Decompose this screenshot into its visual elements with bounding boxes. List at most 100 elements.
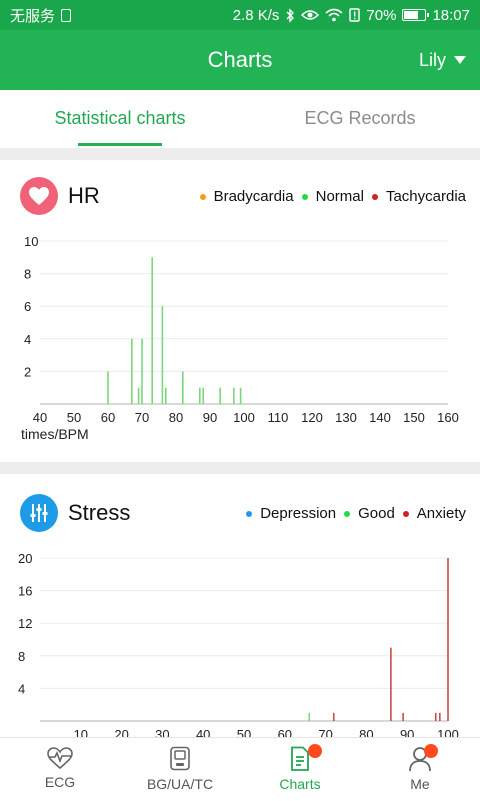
- nav-label: BG/UA/TC: [146, 776, 214, 792]
- stress-card: Stress Depression Good Anxiety 4 8 12 16 20 1…: [0, 474, 480, 737]
- nav-bg-ua-tc[interactable]: BG/UA/TC: [120, 738, 240, 801]
- x-tick-label: 80: [359, 727, 373, 737]
- legend-label: Anxiety: [416, 505, 466, 522]
- stress-chart: 4 8 12 16 20 10 20 30 40 50 60 70 80 90 100: [18, 551, 459, 737]
- meter-device-icon: [170, 746, 190, 771]
- wifi-icon: [325, 8, 343, 22]
- legend-dot: [301, 193, 308, 200]
- x-tick-label: 20: [114, 727, 128, 737]
- legend-dot: [344, 510, 351, 517]
- nav-label: Charts: [279, 776, 321, 792]
- caret-down-icon: [454, 56, 466, 64]
- x-tick-label: 40: [196, 727, 210, 737]
- legend-label: Good: [358, 505, 395, 522]
- x-tick-label: 130: [335, 410, 357, 425]
- legend-item-anxiety: Anxiety: [402, 505, 466, 522]
- x-tick-label: 70: [135, 410, 149, 425]
- y-tick-label: 16: [18, 584, 32, 599]
- x-tick-label: 160: [437, 410, 459, 425]
- x-tick-label: 110: [268, 410, 289, 425]
- alert-sim-icon: [349, 8, 361, 22]
- x-tick-label: 50: [237, 727, 251, 737]
- y-tick-label: 10: [24, 234, 38, 249]
- hr-chart: 2 4 6 8 10 40 50 60 70 80 90 100 110 120 130 140 150 160 t…: [21, 234, 459, 442]
- x-tick-label: 100: [437, 727, 459, 737]
- legend-dot: [246, 510, 253, 517]
- stress-card-title: Stress: [68, 500, 131, 525]
- x-tick-label: 60: [278, 727, 292, 737]
- legend-item-bradycardia: Bradycardia: [199, 188, 294, 205]
- x-tick-label: 90: [400, 727, 414, 737]
- section-divider: [0, 148, 480, 160]
- y-tick-label: 20: [18, 551, 32, 566]
- x-tick-label: 50: [67, 410, 81, 425]
- nav-me[interactable]: Me: [360, 738, 480, 801]
- carrier-text: 无服务: [10, 7, 56, 25]
- x-tick-label: 140: [369, 410, 391, 425]
- legend-label: Bradycardia: [213, 188, 294, 205]
- legend-item-depression: Depression: [246, 505, 336, 522]
- nav-label: Me: [410, 776, 430, 792]
- x-tick-label: 70: [318, 727, 332, 737]
- bluetooth-icon: [286, 7, 295, 23]
- legend-dot: [371, 193, 378, 200]
- y-tick-label: 4: [18, 681, 25, 696]
- y-tick-label: 8: [24, 267, 31, 282]
- y-tick-label: 2: [24, 364, 31, 379]
- legend-label: Normal: [315, 188, 364, 205]
- y-tick-label: 8: [18, 649, 25, 664]
- notification-badge: [424, 744, 438, 758]
- chart-document-icon: [291, 746, 309, 771]
- tab-bar: Statistical charts ECG Records: [0, 90, 480, 148]
- legend-label: Tachycardia: [385, 188, 466, 205]
- tab-ecg-records[interactable]: ECG Records: [240, 90, 480, 148]
- x-tick-label: 120: [301, 410, 323, 425]
- hr-legend: Bradycardia Normal Tachycardia: [199, 188, 466, 205]
- x-tick-label: 10: [74, 727, 88, 737]
- hr-card: HR Bradycardia Normal Tachycardia 2 4 6 8 10…: [0, 160, 480, 462]
- legend-item-normal: Normal: [301, 188, 364, 205]
- bottom-navigation: ECG BG/UA/TC Charts Me: [0, 737, 480, 801]
- app-bar: Charts Lily: [0, 30, 480, 90]
- hr-card-title: HR: [68, 183, 100, 208]
- heart-pulse-icon: [47, 747, 73, 770]
- stress-legend: Depression Good Anxiety: [246, 505, 466, 522]
- section-divider: [0, 462, 480, 474]
- legend-item-tachycardia: Tachycardia: [371, 188, 466, 205]
- status-bar: 无服务 2.8 K/s 70% 18:07: [0, 0, 480, 30]
- page-title: Charts: [207, 47, 273, 72]
- sim-card-icon: [61, 8, 72, 22]
- eye-icon: [301, 10, 320, 20]
- notification-badge: [308, 744, 322, 758]
- user-name: Lily: [418, 49, 446, 70]
- y-tick-label: 12: [18, 616, 32, 631]
- tab-label: ECG Records: [304, 108, 416, 128]
- tab-statistical-charts[interactable]: Statistical charts: [0, 90, 240, 148]
- y-tick-label: 4: [24, 332, 31, 347]
- battery-icon: [402, 9, 430, 21]
- x-tick-label: 90: [203, 410, 217, 425]
- tab-label: Statistical charts: [54, 108, 186, 128]
- x-axis-title: times/BPM: [21, 426, 89, 442]
- nav-charts[interactable]: Charts: [240, 738, 360, 801]
- active-tab-indicator: [78, 143, 162, 146]
- x-tick-label: 80: [169, 410, 183, 425]
- x-tick-label: 30: [155, 727, 169, 737]
- x-tick-label: 100: [233, 410, 255, 425]
- clock: 18:07: [432, 6, 470, 24]
- nav-label: ECG: [44, 774, 76, 790]
- legend-label: Depression: [260, 505, 337, 522]
- legend-item-good: Good: [344, 505, 395, 522]
- legend-dot: [199, 193, 206, 200]
- nav-ecg[interactable]: ECG: [0, 738, 120, 801]
- sliders-icon: [20, 494, 58, 532]
- x-tick-label: 150: [403, 410, 425, 425]
- stress-card-header: Stress: [20, 494, 130, 532]
- heart-icon: [20, 177, 58, 215]
- user-selector[interactable]: Lily: [419, 30, 466, 90]
- x-tick-label: 60: [101, 410, 115, 425]
- legend-dot: [402, 510, 409, 517]
- battery-percent: 70%: [366, 6, 397, 24]
- x-tick-label: 40: [33, 410, 47, 425]
- y-tick-label: 6: [24, 299, 31, 314]
